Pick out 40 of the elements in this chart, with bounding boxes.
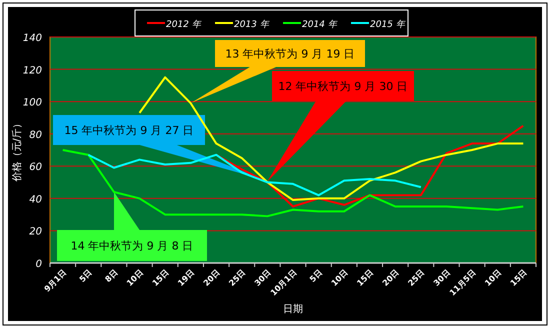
y-tick-label: 80 — [29, 130, 42, 141]
line-series — [138, 76, 524, 202]
y-tick-label: 140 — [22, 33, 42, 44]
x-tick-label: 30日 — [252, 268, 273, 288]
x-tick-label: 10日 — [483, 268, 504, 288]
callout: 12 年中秋节为 9 月 30 日 — [267, 71, 414, 182]
y-tick-label: 0 — [36, 259, 42, 270]
line-series — [87, 154, 422, 196]
legend-label: 2013 年 — [234, 19, 270, 30]
annotation: 13 年中秋节为 9 月 19 日 — [225, 48, 355, 60]
x-tick-label: 9月1日 — [42, 268, 68, 294]
x-tick-label: 20日 — [202, 268, 222, 288]
y-tick-label: 120 — [22, 65, 42, 76]
legend-label: 2014 年 — [302, 19, 338, 30]
y-tick-label: 60 — [29, 162, 42, 174]
annotation: 12 年中秋节为 9 月 30 日 — [278, 80, 408, 93]
x-tick-label: 10日 — [330, 268, 350, 288]
x-tick-label: 19日 — [176, 268, 196, 288]
x-tick-label: 25日 — [406, 268, 426, 288]
annotation: 15 年中秋节为 9 月 27 日 — [64, 124, 194, 137]
y-axis-title: 价格（元/斤） — [11, 118, 23, 183]
legend-label: 2012 年 — [166, 19, 202, 30]
callout: 14 年中秋节为 9 月 8 日 — [57, 192, 207, 261]
y-tick-label: 100 — [22, 98, 42, 109]
annotation: 14 年中秋节为 9 月 8 日 — [70, 240, 194, 252]
x-tick-label: 10日 — [125, 268, 145, 288]
x-tick-label: 5日 — [78, 268, 94, 284]
x-tick-label: 5日 — [308, 268, 324, 284]
legend-label: 2015 年 — [370, 19, 406, 30]
x-tick-label: 15日 — [508, 268, 529, 288]
x-axis-title: 日期 — [283, 303, 303, 315]
x-tick-label: 20日 — [380, 268, 401, 288]
x-tick-label: 8日 — [103, 268, 120, 284]
line-series — [62, 149, 524, 218]
x-tick-label: 15日 — [355, 268, 376, 288]
x-tick-label: 15日 — [150, 268, 171, 288]
x-tick-label: 25日 — [227, 268, 248, 288]
y-tick-label: 20 — [29, 226, 42, 238]
x-tick-label: 30日 — [432, 268, 452, 288]
y-tick-label: 40 — [29, 194, 42, 206]
